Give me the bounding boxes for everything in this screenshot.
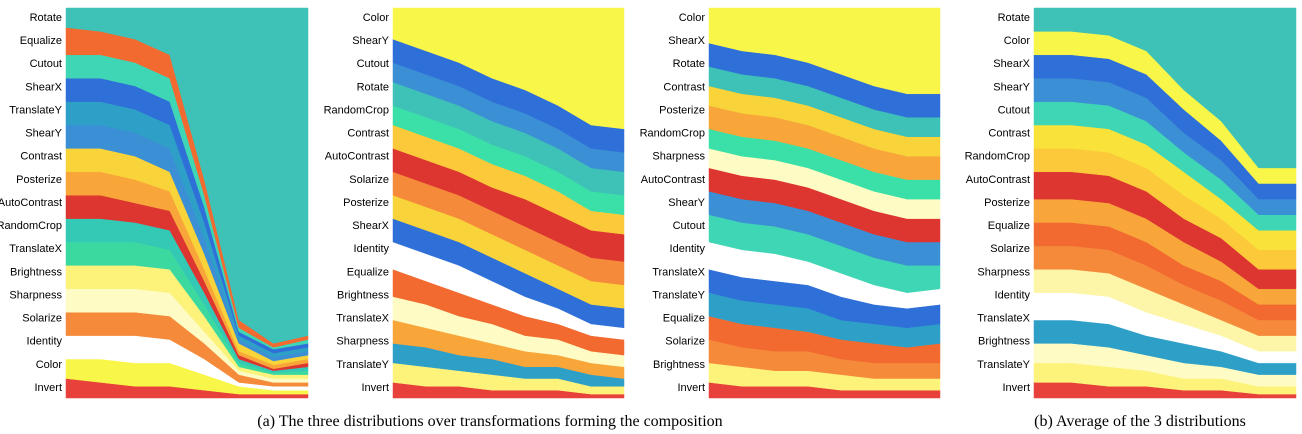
- legend-label: RandomCrop: [965, 151, 1030, 163]
- legend-label: Identity: [27, 336, 63, 348]
- legend-label: AutoContrast: [641, 174, 705, 186]
- legend-label: Sharpness: [977, 266, 1030, 278]
- legend-label: Cutout: [998, 104, 1030, 116]
- legend-label: Solarize: [665, 336, 705, 348]
- legend-label: TranslateX: [977, 313, 1030, 325]
- legend-label: Cutout: [30, 58, 62, 70]
- legend-label: Sharpness: [9, 289, 62, 301]
- legend-label: Posterize: [343, 197, 389, 209]
- legend-label: AutoContrast: [0, 197, 62, 209]
- area: [1033, 7, 1297, 169]
- legend-label: Rotate: [998, 12, 1030, 24]
- legend-label: Posterize: [16, 174, 62, 186]
- legend-label: Equalize: [347, 266, 389, 278]
- legend-label: Color: [363, 12, 390, 24]
- legend-label: ShearX: [25, 81, 62, 93]
- legend-label: RandomCrop: [324, 104, 389, 116]
- legend-label: Contrast: [988, 128, 1030, 140]
- legend-label: Posterize: [984, 197, 1030, 209]
- caption: (b) Average of the 3 distributions: [1034, 413, 1246, 430]
- legend-label: Invert: [1002, 382, 1030, 394]
- legend-label: Sharpness: [652, 151, 705, 163]
- legend-label: TranslateY: [652, 289, 705, 301]
- legend-label: Equalize: [988, 220, 1030, 232]
- legend-label: RandomCrop: [0, 220, 62, 232]
- legend-label: RandomCrop: [640, 128, 705, 140]
- area: [392, 7, 625, 130]
- legend-label: ShearY: [993, 81, 1030, 93]
- legend-label: Brightness: [653, 359, 705, 371]
- legend-label: Identity: [670, 243, 706, 255]
- legend-label: Invert: [34, 382, 62, 394]
- legend-label: Solarize: [349, 174, 389, 186]
- legend-label: Rotate: [30, 12, 62, 24]
- legend-label: Color: [36, 359, 63, 371]
- legend-label: Brightness: [978, 336, 1030, 348]
- legend-label: Posterize: [659, 104, 705, 116]
- legend-label: Color: [1004, 35, 1031, 47]
- legend-label: Equalize: [663, 313, 705, 325]
- legend-label: ShearX: [993, 58, 1030, 70]
- chart: Invert TranslateY Sharpness TranslateX Brigh…: [324, 7, 625, 399]
- chart: Invert Brightness Solarize Equalize Translat…: [640, 7, 941, 399]
- legend-label: Cutout: [357, 58, 389, 70]
- area: [65, 7, 309, 344]
- legend-label: Rotate: [357, 81, 389, 93]
- legend-label: TranslateY: [9, 104, 62, 116]
- legend-label: AutoContrast: [325, 151, 389, 163]
- legend-label: AutoContrast: [966, 174, 1030, 186]
- legend-label: TranslateY: [977, 359, 1030, 371]
- legend-label: Invert: [361, 382, 389, 394]
- legend-label: Color: [679, 12, 706, 24]
- legend-label: Identity: [354, 243, 390, 255]
- chart: Invert TranslateY Brightness TranslateX Iden…: [965, 7, 1297, 399]
- legend-label: Identity: [995, 289, 1031, 301]
- legend-label: Contrast: [347, 128, 389, 140]
- legend-label: Brightness: [337, 289, 389, 301]
- legend-label: ShearY: [352, 35, 389, 47]
- legend-label: Solarize: [990, 243, 1030, 255]
- legend-label: Rotate: [673, 58, 705, 70]
- legend-label: Sharpness: [336, 336, 389, 348]
- legend-label: Equalize: [20, 35, 62, 47]
- legend-label: TranslateX: [9, 243, 62, 255]
- legend-label: TranslateX: [336, 313, 389, 325]
- legend-label: TranslateY: [336, 359, 389, 371]
- legend-label: Solarize: [22, 313, 62, 325]
- legend-label: Cutout: [673, 220, 705, 232]
- legend-label: Contrast: [20, 151, 62, 163]
- legend-label: ShearX: [668, 35, 705, 47]
- legend-label: Invert: [677, 382, 705, 394]
- caption: (a) The three distributions over transfo…: [257, 413, 722, 430]
- area: [708, 7, 941, 95]
- legend-label: ShearX: [352, 220, 389, 232]
- legend-label: Brightness: [10, 266, 62, 278]
- chart: Invert Color Identity Solarize Sharpness Brig…: [0, 7, 309, 399]
- legend-label: TranslateX: [652, 266, 705, 278]
- legend-label: Contrast: [663, 81, 705, 93]
- legend-label: ShearY: [25, 128, 62, 140]
- legend-label: ShearY: [668, 197, 705, 209]
